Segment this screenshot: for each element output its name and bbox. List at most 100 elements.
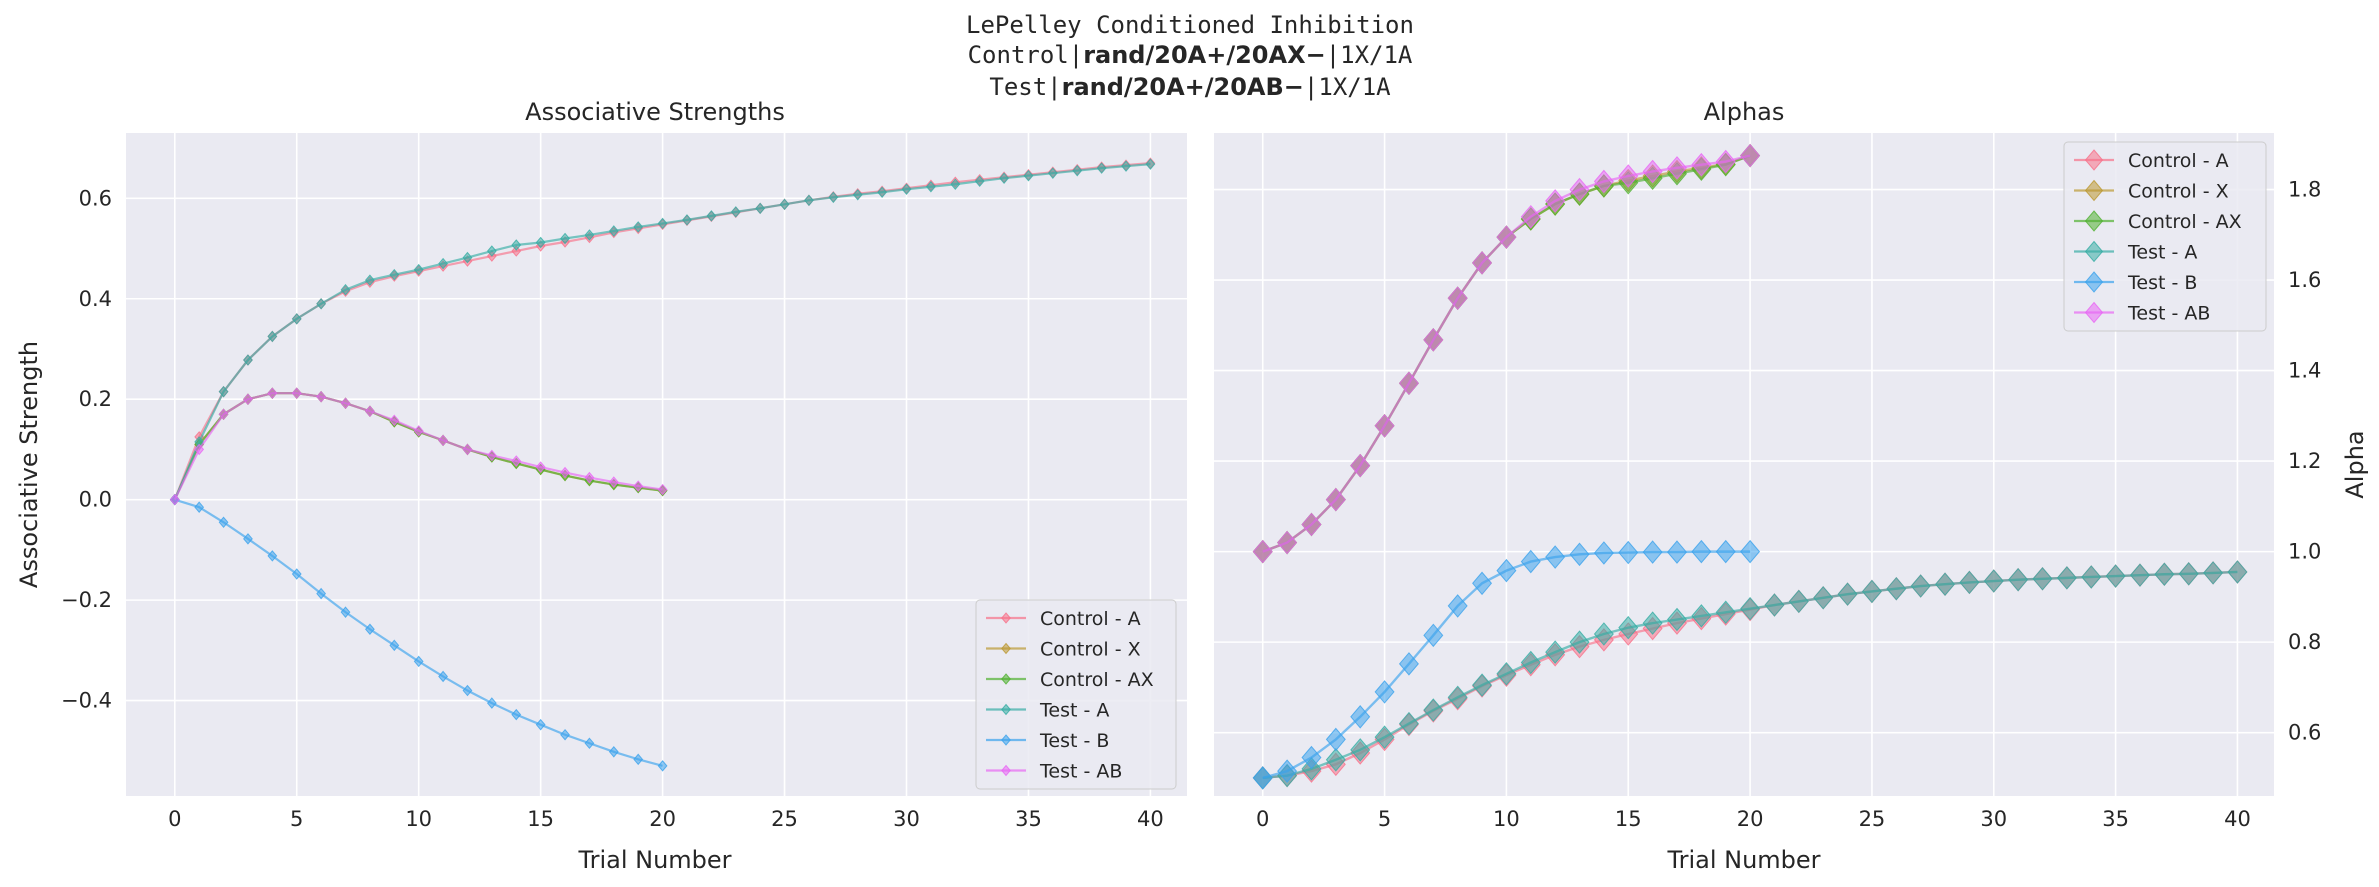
data-point [1023, 169, 1034, 182]
data-point [535, 461, 546, 473]
series-group [1252, 143, 2248, 790]
data-point [2178, 562, 2199, 586]
y-axis-label: Alpha [2341, 430, 2369, 498]
data-point [365, 405, 375, 418]
data-point [2154, 562, 2175, 587]
data-point [1096, 162, 1107, 174]
data-point [194, 443, 205, 456]
legend-marker [1001, 703, 1011, 716]
data-point [755, 202, 766, 215]
data-point [1569, 177, 1590, 202]
data-point [608, 476, 619, 488]
x-tick-label: 40 [2224, 807, 2251, 831]
suptitle-line2-bold: rand/20A+/20AX− [1083, 41, 1326, 69]
data-point [1496, 662, 1517, 686]
data-point [1325, 487, 1346, 512]
data-point [1886, 576, 1907, 601]
data-point [804, 194, 814, 207]
data-point [1715, 600, 1736, 625]
data-point [194, 501, 205, 513]
y-tick-label: 0.6 [79, 186, 112, 210]
data-point [877, 186, 888, 199]
data-point [267, 330, 278, 343]
data-point [560, 466, 570, 479]
series-test-b [1252, 539, 1761, 790]
legend-label: Control - X [2128, 181, 2229, 203]
data-point [1496, 558, 1517, 583]
y-tick-label: −0.4 [61, 689, 112, 713]
data-point [1277, 530, 1298, 555]
data-point [316, 298, 327, 310]
data-point [1252, 539, 1273, 564]
data-point [1642, 159, 1663, 184]
data-point [389, 414, 400, 427]
x-tick-label: 20 [649, 807, 676, 831]
data-point [560, 232, 570, 245]
legend-marker [2084, 301, 2104, 324]
data-point [1740, 143, 1761, 168]
legend-marker [1001, 642, 1011, 655]
y-tick-label: 0.2 [79, 387, 112, 411]
x-tick-label: 0 [1256, 807, 1269, 831]
x-axis-label: Trial Number [1666, 846, 1820, 874]
data-point [218, 516, 229, 529]
data-point [1959, 570, 1980, 595]
x-tick-label: 5 [1378, 807, 1391, 831]
data-point [1813, 586, 1834, 610]
legend-item: Test - AB [2074, 301, 2210, 325]
data-point [1618, 164, 1639, 188]
data-point [218, 408, 229, 421]
suptitle-line2-suffix: |1X/1A [1326, 41, 1413, 69]
series-test-a [169, 158, 1156, 506]
data-point [633, 753, 644, 766]
data-point [1325, 727, 1346, 752]
legend: Control - A Control - X Control - AX Test -… [975, 599, 1177, 790]
x-axis-label: Trial Number [577, 846, 731, 874]
data-point [1666, 540, 1687, 564]
data-point [1047, 167, 1058, 179]
data-point [1472, 251, 1493, 275]
y-tick-label: 0.0 [79, 488, 112, 512]
data-point [1472, 673, 1493, 697]
data-point [1715, 149, 1736, 174]
y-tick-label: 1.4 [2288, 359, 2321, 383]
data-point [1447, 594, 1468, 618]
data-point [1301, 512, 1322, 537]
data-point [1301, 745, 1322, 770]
data-point [1374, 414, 1395, 438]
y-tick-label: 1.8 [2288, 178, 2321, 202]
data-point [2081, 565, 2102, 589]
data-point [779, 198, 790, 211]
legend-item: Test - A [2074, 240, 2197, 264]
data-point [974, 175, 985, 187]
suptitle-line2-prefix: Control| [968, 41, 1084, 69]
data-point [2105, 564, 2126, 588]
data-point [1121, 160, 1131, 172]
data-point [535, 236, 546, 249]
series-test-b [169, 493, 668, 772]
data-point [243, 533, 253, 545]
data-point [1472, 571, 1493, 596]
legend-label: Test - AB [2127, 303, 2210, 325]
data-point [1545, 545, 1566, 569]
data-point [1398, 371, 1419, 396]
data-point [511, 455, 522, 467]
y-tick-label: 0.8 [2288, 630, 2321, 654]
data-point [1837, 582, 1858, 606]
legend: Control - A Control - X Control - AX Test -… [2063, 141, 2267, 332]
legend-label: Test - AB [1039, 761, 1122, 783]
data-point [1350, 705, 1371, 729]
data-point [462, 684, 473, 697]
data-point [1666, 607, 1687, 632]
legend-item: Test - B [2074, 271, 2197, 294]
legend-label: Test - A [2127, 242, 2197, 264]
legend-label: Test - B [2127, 272, 2197, 294]
legend-label: Control - X [1040, 639, 1141, 661]
y-tick-label: 1.2 [2288, 449, 2321, 473]
legend-item: Control - AX [986, 669, 1154, 691]
x-tick-label: 30 [893, 807, 920, 831]
y-tick-label: 1.0 [2288, 540, 2321, 564]
data-point [267, 550, 278, 562]
legend-label: Control - A [1040, 608, 1141, 630]
data-point [999, 172, 1009, 184]
